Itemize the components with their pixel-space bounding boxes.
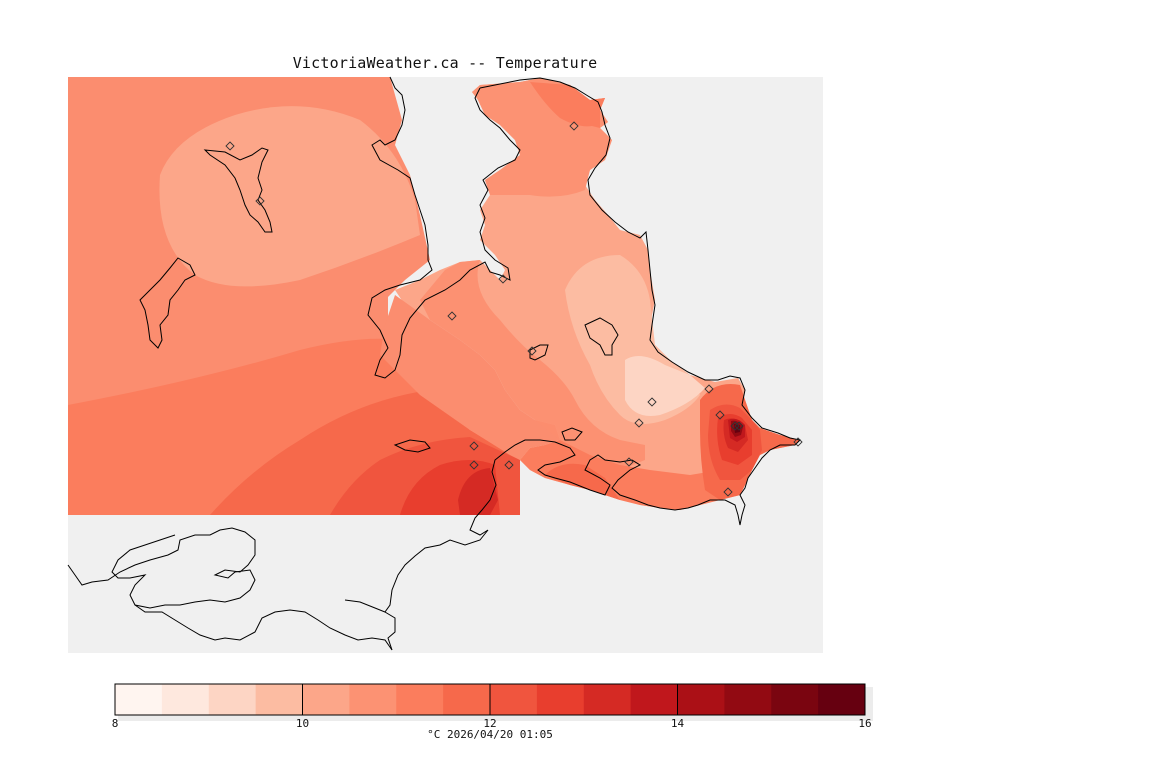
station-marker xyxy=(647,397,657,407)
station-marker xyxy=(730,421,740,431)
station-marker xyxy=(734,421,744,431)
temperature-field-west xyxy=(68,77,520,515)
colorbar-segment xyxy=(630,684,678,715)
station-marker xyxy=(704,384,714,394)
temperature-field-east xyxy=(380,78,800,510)
station-marker xyxy=(498,274,508,284)
station-marker xyxy=(793,437,803,447)
colorbar-segment xyxy=(115,684,163,715)
colorbar-tick-label: 10 xyxy=(295,717,310,730)
colorbar-segment xyxy=(490,684,538,715)
station-marker xyxy=(504,460,514,470)
colorbar-segment xyxy=(771,684,819,715)
colorbar-segment xyxy=(396,684,444,715)
station-marker xyxy=(634,418,644,428)
coastline xyxy=(67,76,802,651)
colorbar-tick-label: 8 xyxy=(111,717,119,730)
station-markers xyxy=(225,121,803,497)
station-marker xyxy=(569,121,579,131)
colorbar-ticks xyxy=(114,684,866,715)
colorbar-segment xyxy=(677,684,725,715)
colorbar-segment xyxy=(255,684,303,715)
colorbar-tick-label: 12 xyxy=(483,717,497,730)
colorbar-segment xyxy=(724,684,772,715)
colorbar-segment xyxy=(536,684,585,715)
colorbar-tick-label: 16 xyxy=(858,717,872,730)
colorbar-tick-label: 14 xyxy=(670,717,685,730)
station-marker xyxy=(225,141,235,151)
colorbar-segment xyxy=(161,684,210,715)
map-title: VictoriaWeather.ca -- Temperature xyxy=(292,54,598,72)
colorbar-segment xyxy=(443,684,491,715)
colorbar-segment xyxy=(583,684,632,715)
station-marker xyxy=(715,410,725,420)
colorbar xyxy=(115,684,866,715)
station-marker xyxy=(255,196,265,206)
station-marker xyxy=(527,346,537,356)
station-marker xyxy=(447,311,457,321)
station-marker xyxy=(469,441,479,451)
station-marker xyxy=(469,460,479,470)
station-marker xyxy=(624,457,634,467)
station-marker xyxy=(723,487,733,497)
colorbar-segment xyxy=(302,684,350,715)
colorbar-segment xyxy=(208,684,257,715)
colorbar-caption: °C 2026/04/20 01:05 xyxy=(427,728,553,741)
colorbar-segment xyxy=(349,684,397,715)
colorbar-segment xyxy=(818,684,866,715)
